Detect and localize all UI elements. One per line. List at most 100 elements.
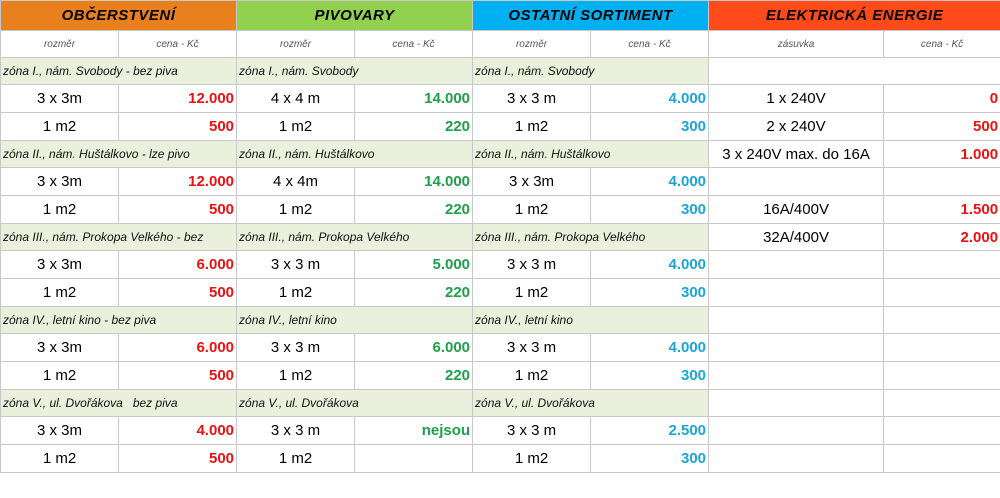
column-header-row: rozměr cena - Kč rozměr cena - Kč rozměr…: [0, 30, 1000, 58]
energy-price-cell: 2.000: [883, 223, 1000, 251]
table-row: 3 x 3m 12.000 4 x 4 m 14.000 3 x 3 m 4.0…: [0, 84, 1000, 113]
table-row: 3 x 3m 12.000 4 x 4m 14.000 3 x 3m 4.000: [0, 167, 1000, 196]
zone-label: zóna I., nám. Svobody - bez piva: [0, 57, 238, 85]
col-header-rozmer: rozměr: [472, 30, 592, 58]
zone-label: zóna II., nám. Huštálkovo - lze pivo: [0, 140, 238, 168]
size-cell: 1 m2: [0, 361, 119, 390]
size-cell: 3 x 3 m: [472, 250, 592, 279]
size-cell: 1 m2: [236, 278, 356, 307]
empty-cell: [883, 416, 1000, 445]
price-cell: 14.000: [354, 84, 474, 113]
size-cell: 3 x 3m: [0, 250, 119, 279]
col-header-cena: cena - Kč: [590, 30, 710, 58]
size-cell: 1 m2: [472, 361, 592, 390]
zone-label: zóna IV., letní kino: [236, 306, 474, 334]
price-cell: 6.000: [117, 250, 238, 279]
price-cell: 500: [117, 444, 238, 473]
table-row: 1 m2 500 1 m2 1 m2 300: [0, 444, 1000, 473]
table-row: 1 m2 500 1 m2 220 1 m2 300: [0, 278, 1000, 307]
col-header-cena: cena - Kč: [117, 30, 238, 58]
zone-label: zóna V., ul. Dvořákova bez piva: [0, 389, 238, 417]
price-cell: 6.000: [354, 333, 474, 362]
energy-price-cell: 500: [883, 112, 1000, 141]
table-row: 3 x 3m 6.000 3 x 3 m 6.000 3 x 3 m 4.000: [0, 333, 1000, 362]
price-cell: 2.500: [590, 416, 710, 445]
col-header-zasuvka: zásuvka: [708, 30, 885, 58]
size-cell: 1 m2: [472, 444, 592, 473]
table-row: 1 m2 500 1 m2 220 1 m2 300: [0, 361, 1000, 390]
zone-label: zóna I., nám. Svobody: [236, 57, 474, 85]
col-header-cena: cena - Kč: [883, 30, 1000, 58]
price-cell: 5.000: [354, 250, 474, 279]
col-header-cena: cena - Kč: [354, 30, 474, 58]
size-cell: 3 x 3m: [0, 333, 119, 362]
header-ostatni-sortiment: OSTATNÍ SORTIMENT: [472, 0, 710, 31]
size-cell: 3 x 3 m: [236, 333, 356, 362]
zone-label: zóna V., ul. Dvořákova: [472, 389, 710, 417]
empty-cell: [883, 361, 1000, 390]
price-cell: 220: [354, 195, 474, 224]
price-cell: 6.000: [117, 333, 238, 362]
col-header-rozmer: rozměr: [0, 30, 119, 58]
table-row: 3 x 3m 6.000 3 x 3 m 5.000 3 x 3 m 4.000: [0, 250, 1000, 279]
price-cell: 300: [590, 195, 710, 224]
empty-cell: [708, 389, 885, 417]
size-cell: 1 m2: [472, 195, 592, 224]
col-header-rozmer: rozměr: [236, 30, 356, 58]
price-cell: 4.000: [590, 167, 710, 196]
zone-label: zóna III., nám. Prokopa Velkého: [472, 223, 710, 251]
size-cell: 3 x 3m: [472, 167, 592, 196]
empty-cell: [708, 306, 885, 334]
size-cell: 1 m2: [0, 195, 119, 224]
empty-cell: [708, 57, 1000, 85]
table-row: 1 m2 500 1 m2 220 1 m2 300 2 x 240V 500: [0, 112, 1000, 141]
size-cell: 1 m2: [236, 112, 356, 141]
empty-cell: [708, 416, 885, 445]
price-cell: 300: [590, 361, 710, 390]
socket-cell: [708, 167, 885, 196]
price-cell: 220: [354, 361, 474, 390]
empty-cell: [883, 306, 1000, 334]
price-cell: 4.000: [117, 416, 238, 445]
size-cell: 3 x 3 m: [236, 250, 356, 279]
price-cell: 4.000: [590, 250, 710, 279]
size-cell: 3 x 3 m: [472, 416, 592, 445]
header-elektricka-energie: ELEKTRICKÁ ENERGIE: [708, 0, 1000, 31]
price-cell: 300: [590, 444, 710, 473]
size-cell: 1 m2: [0, 278, 119, 307]
zone-label: zóna II., nám. Huštálkovo: [236, 140, 474, 168]
price-cell: 500: [117, 112, 238, 141]
empty-cell: [708, 361, 885, 390]
energy-price-cell: 0: [883, 84, 1000, 113]
price-cell: 500: [117, 195, 238, 224]
empty-cell: [708, 278, 885, 307]
price-cell: 500: [117, 278, 238, 307]
size-cell: 1 m2: [472, 278, 592, 307]
price-cell: 220: [354, 278, 474, 307]
zone-row: zóna II., nám. Huštálkovo - lze pivo zón…: [0, 140, 1000, 168]
socket-cell: 16A/400V: [708, 195, 885, 224]
size-cell: 3 x 3 m: [472, 333, 592, 362]
zone-row: zóna V., ul. Dvořákova bez piva zóna V.,…: [0, 389, 1000, 417]
zone-label: zóna I., nám. Svobody: [472, 57, 710, 85]
price-cell: 220: [354, 112, 474, 141]
size-cell: 3 x 3m: [0, 167, 119, 196]
size-cell: 1 m2: [236, 444, 356, 473]
socket-cell: 1 x 240V: [708, 84, 885, 113]
size-cell: 4 x 4 m: [236, 84, 356, 113]
zone-label: zóna III., nám. Prokopa Velkého - bez: [0, 223, 238, 251]
zone-label: zóna II., nám. Huštálkovo: [472, 140, 710, 168]
price-cell: 300: [590, 112, 710, 141]
energy-price-cell: 1.500: [883, 195, 1000, 224]
price-cell: 4.000: [590, 333, 710, 362]
size-cell: 1 m2: [236, 195, 356, 224]
zone-label: zóna IV., letní kino - bez piva: [0, 306, 238, 334]
table-row: 1 m2 500 1 m2 220 1 m2 300 16A/400V 1.50…: [0, 195, 1000, 224]
price-cell: 300: [590, 278, 710, 307]
price-cell: 4.000: [590, 84, 710, 113]
energy-price-cell: [883, 167, 1000, 196]
size-cell: 3 x 3m: [0, 84, 119, 113]
section-header-row: OBČERSTVENÍ PIVOVARY OSTATNÍ SORTIMENT E…: [0, 0, 1000, 31]
socket-cell: 3 x 240V max. do 16A: [708, 140, 885, 168]
price-cell: nejsou: [354, 416, 474, 445]
